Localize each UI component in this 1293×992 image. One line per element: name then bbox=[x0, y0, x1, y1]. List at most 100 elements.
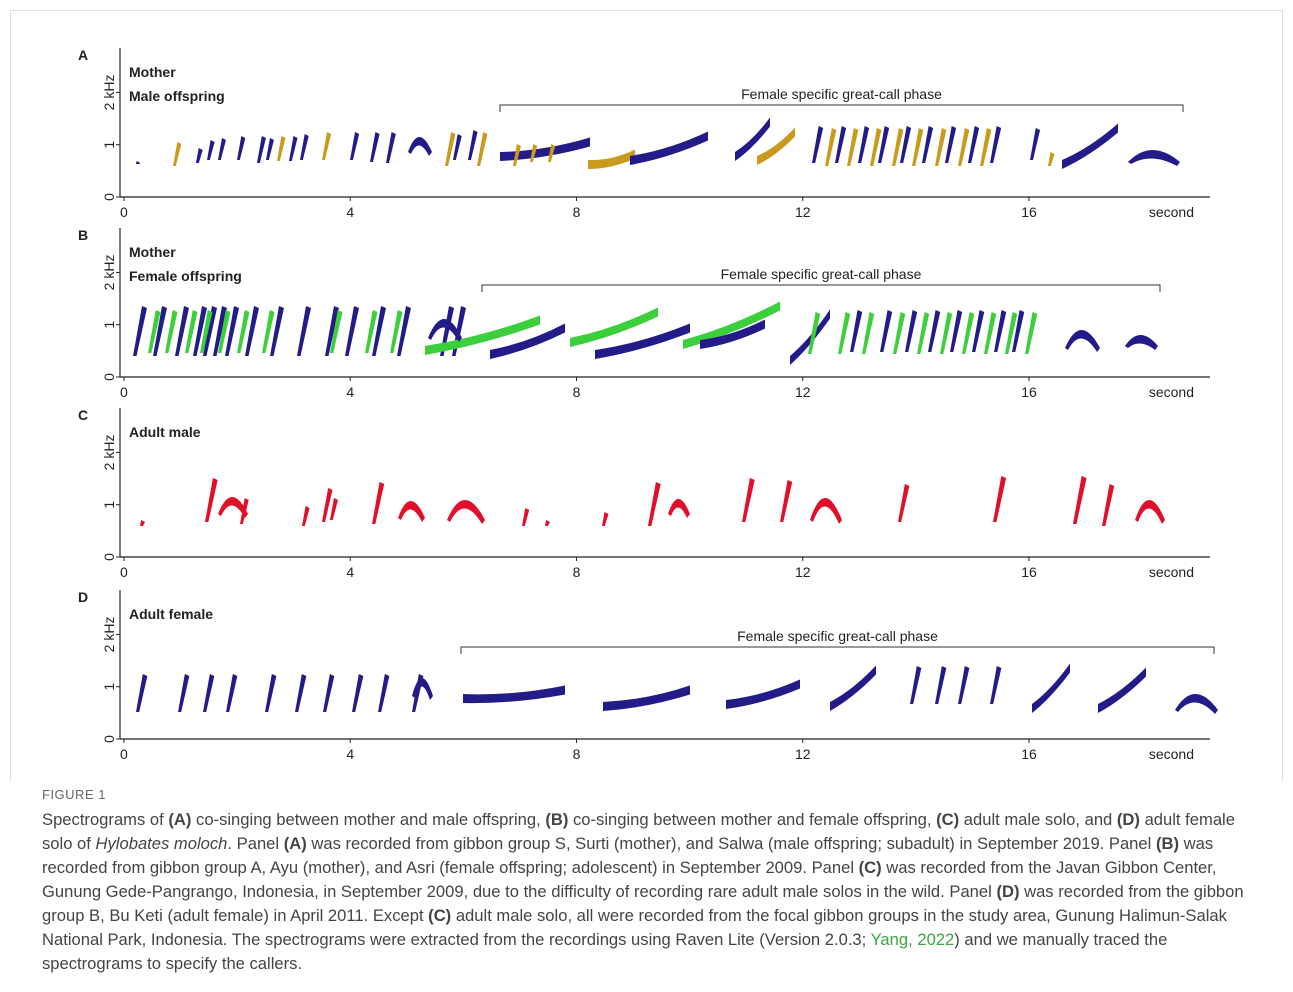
call-trace bbox=[726, 680, 800, 710]
call-trace bbox=[1048, 152, 1055, 166]
call-trace bbox=[990, 666, 1001, 704]
call-trace bbox=[1175, 694, 1218, 714]
call-trace bbox=[1125, 335, 1158, 350]
x-tick-label: 12 bbox=[795, 204, 811, 220]
call-trace bbox=[945, 126, 956, 163]
call-trace bbox=[372, 482, 384, 524]
call-trace bbox=[289, 136, 298, 161]
call-trace bbox=[1073, 476, 1087, 524]
caption-ref: (C) bbox=[859, 858, 882, 877]
legend-entry: Mother bbox=[129, 244, 176, 260]
call-trace bbox=[790, 310, 830, 366]
x-tick-label: 12 bbox=[795, 746, 811, 762]
legend-entry: Male offspring bbox=[129, 88, 225, 104]
y-tick-label: 1 bbox=[101, 141, 117, 149]
y-tick-label: 1 bbox=[101, 321, 117, 329]
x-unit: second bbox=[1149, 746, 1194, 762]
call-trace bbox=[1135, 500, 1165, 524]
page: A012 kHz0481216secondMotherMale offsprin… bbox=[0, 0, 1293, 992]
x-tick-label: 0 bbox=[120, 384, 128, 400]
call-trace bbox=[178, 674, 189, 712]
call-trace bbox=[322, 132, 331, 160]
x-tick-label: 8 bbox=[573, 384, 581, 400]
call-trace bbox=[838, 312, 850, 354]
call-trace bbox=[958, 666, 969, 704]
call-trace bbox=[994, 310, 1006, 352]
x-tick-label: 0 bbox=[120, 746, 128, 762]
legend-entry: Adult female bbox=[129, 606, 213, 622]
call-trace bbox=[602, 512, 609, 526]
y-tick-label: 0 bbox=[101, 735, 117, 743]
caption-ref: (B) bbox=[545, 810, 568, 829]
call-trace bbox=[196, 148, 203, 163]
call-trace bbox=[1062, 124, 1118, 170]
caption-ref: (A) bbox=[284, 834, 307, 853]
panel-letter: B bbox=[78, 227, 88, 243]
citation-link[interactable]: Yang, 2022 bbox=[871, 930, 955, 949]
call-trace bbox=[412, 678, 433, 700]
x-tick-label: 4 bbox=[346, 564, 354, 580]
x-tick-label: 16 bbox=[1021, 564, 1037, 580]
call-trace bbox=[330, 498, 338, 520]
call-trace bbox=[880, 310, 892, 352]
x-tick-label: 8 bbox=[573, 204, 581, 220]
call-trace bbox=[990, 126, 1001, 163]
call-trace bbox=[140, 520, 145, 526]
call-trace bbox=[323, 674, 334, 712]
call-trace bbox=[810, 498, 842, 524]
call-trace bbox=[1098, 668, 1146, 714]
caption-text: co-singing between mother and female off… bbox=[568, 810, 936, 829]
x-tick-label: 4 bbox=[346, 746, 354, 762]
call-trace bbox=[630, 132, 708, 166]
call-trace bbox=[463, 686, 565, 704]
call-trace bbox=[398, 501, 425, 522]
call-trace bbox=[237, 136, 245, 160]
phase-label: Female specific great-call phase bbox=[741, 86, 942, 102]
call-trace bbox=[910, 666, 921, 704]
caption-text: adult male solo, and bbox=[959, 810, 1117, 829]
call-trace bbox=[972, 310, 984, 352]
y-tick-label: 2 kHz bbox=[101, 617, 117, 653]
x-tick-label: 16 bbox=[1021, 204, 1037, 220]
x-unit: second bbox=[1149, 384, 1194, 400]
x-tick-label: 16 bbox=[1021, 384, 1037, 400]
call-trace bbox=[968, 126, 979, 163]
call-trace bbox=[173, 142, 181, 166]
call-trace bbox=[1030, 128, 1040, 160]
legend-entry: Female offspring bbox=[129, 268, 242, 284]
panel-letter: C bbox=[78, 407, 88, 423]
call-trace bbox=[648, 482, 661, 526]
call-trace bbox=[1025, 312, 1037, 354]
caption-ref: (C) bbox=[428, 906, 451, 925]
call-trace bbox=[893, 312, 905, 354]
call-trace bbox=[850, 310, 862, 352]
call-trace bbox=[297, 306, 311, 356]
x-tick-label: 0 bbox=[120, 204, 128, 220]
call-trace bbox=[345, 306, 359, 356]
call-trace bbox=[203, 674, 214, 712]
caption-text: was recorded from gibbon group S, Surti … bbox=[307, 834, 1156, 853]
call-trace bbox=[780, 480, 792, 522]
call-trace bbox=[352, 674, 363, 712]
call-trace bbox=[940, 312, 952, 354]
call-trace bbox=[477, 132, 487, 166]
call-trace bbox=[545, 520, 550, 526]
call-trace bbox=[408, 137, 432, 156]
x-tick-label: 12 bbox=[795, 564, 811, 580]
caption-ref: (D) bbox=[996, 882, 1019, 901]
call-trace bbox=[683, 302, 780, 350]
caption: Spectrograms of (A) co-singing between m… bbox=[42, 808, 1257, 976]
call-trace bbox=[218, 497, 248, 518]
caption-text: . Panel bbox=[227, 834, 283, 853]
call-trace bbox=[935, 128, 946, 166]
call-trace bbox=[928, 310, 940, 352]
legend-entry: Mother bbox=[129, 64, 176, 80]
caption-ref: (B) bbox=[1156, 834, 1179, 853]
caption-ref: (C) bbox=[936, 810, 959, 829]
call-trace bbox=[207, 140, 215, 160]
caption-ref: (A) bbox=[168, 810, 191, 829]
call-trace bbox=[858, 126, 869, 163]
call-trace bbox=[935, 666, 946, 704]
call-trace bbox=[370, 132, 380, 162]
